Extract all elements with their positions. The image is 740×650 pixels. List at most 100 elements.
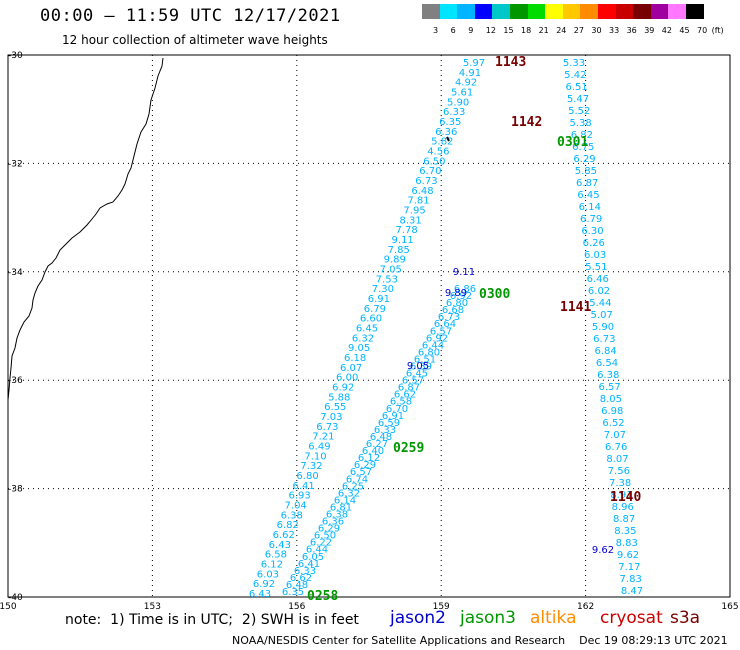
- swh-label-track-c: 6.22: [310, 538, 332, 549]
- swh-label-track-a: 9.62: [617, 550, 639, 561]
- swh-label-track-b: 7.04: [285, 501, 307, 512]
- credit-line: NOAA/NESDIS Center for Satellite Applica…: [232, 634, 728, 647]
- pass-time-label: 1142: [511, 115, 542, 130]
- swh-label-track-c: 6.92: [450, 291, 472, 302]
- swh-label-track-a: 6.14: [579, 202, 601, 213]
- swh-label-track-b: 6.50: [423, 156, 445, 167]
- swh-label-highlight: 9.62: [592, 545, 614, 556]
- swh-label-track-b: 7.78: [395, 225, 417, 236]
- footer-note: note: 1) Time is in UTC; 2) SWH is in fe…: [65, 612, 359, 628]
- swh-label-track-c: 6.73: [438, 312, 460, 323]
- swh-label-track-b: 8.31: [399, 215, 421, 226]
- swh-label-track-c: 6.86: [454, 284, 476, 295]
- swh-label-track-b: 6.73: [415, 176, 437, 187]
- lon-tick-label: 156: [288, 602, 305, 612]
- swh-label-track-a: 6.46: [587, 274, 609, 285]
- swh-label-track-b: 5.88: [328, 392, 350, 403]
- swh-label-track-b: 7.05: [380, 265, 402, 276]
- swh-label-track-a: 6.38: [597, 370, 619, 381]
- swh-label-track-a: 6.76: [605, 442, 627, 453]
- swh-label-track-c: 6.57: [430, 326, 452, 337]
- swh-label-track-a: 6.52: [602, 418, 624, 429]
- swh-label-track-a: 5.85: [575, 166, 597, 177]
- swh-label-track-b: 9.11: [392, 235, 414, 246]
- swh-label-track-b: 5.90: [447, 97, 469, 108]
- swh-label-track-c: 6.27: [366, 439, 388, 450]
- lon-tick-label: 165: [721, 602, 738, 612]
- swh-label-track-c: 6.50: [314, 531, 336, 542]
- swh-label-track-c: 6.40: [362, 446, 384, 457]
- map-title: 00:00 – 11:59 UTC 12/17/2021: [40, 6, 341, 26]
- swh-label-highlight: 9.89: [445, 288, 467, 299]
- pass-time-label: 0259: [393, 441, 424, 456]
- pass-time-label: 0300: [479, 287, 510, 302]
- swh-label-track-c: 6.51: [414, 354, 436, 365]
- swh-label-track-a: 5.38: [569, 118, 591, 129]
- swh-label-track-a: 7.38: [609, 478, 631, 489]
- swh-label-track-c: 6.35: [282, 587, 304, 598]
- swh-label-track-a: 6.87: [576, 178, 598, 189]
- swh-label-track-b: 7.21: [312, 432, 334, 443]
- swh-label-track-a: 5.90: [592, 322, 614, 333]
- swh-label-track-b: 7.53: [376, 274, 398, 285]
- colorbar-swatch: [457, 4, 475, 19]
- swh-label-track-c: 6.14: [334, 495, 356, 506]
- swh-label-track-a: 8.91: [610, 490, 632, 501]
- swh-label-track-b: 6.38: [281, 510, 303, 521]
- pass-time-label: 0301: [557, 135, 588, 150]
- swh-label-track-a: 8.47: [621, 586, 643, 597]
- colorbar-tick-label: 30: [591, 26, 602, 35]
- swh-label-track-c: 6.80: [446, 298, 468, 309]
- swh-label-track-c: 6.57: [402, 376, 424, 387]
- swh-label-track-b: 6.58: [265, 550, 287, 561]
- swh-label-track-a: 8.87: [613, 514, 635, 525]
- swh-label-track-a: 5.44: [589, 298, 611, 309]
- colorbar-swatch: [650, 4, 669, 19]
- colorbar-swatch: [580, 4, 598, 19]
- swh-label-track-b: 6.49: [308, 442, 330, 453]
- swh-label-track-b: 6.32: [352, 333, 374, 344]
- colorbar-unit: (ft): [711, 26, 724, 35]
- swh-label-track-a: 6.02: [588, 286, 610, 297]
- colorbar-tick-label: 27: [573, 26, 584, 35]
- lat-tick-label: -38: [8, 485, 23, 495]
- swh-label-track-b: 5.61: [451, 88, 473, 99]
- swh-label-track-a: 5.07: [591, 310, 613, 321]
- colorbar-swatch: [422, 4, 440, 19]
- swh-label-track-b: 6.92: [332, 383, 354, 394]
- swh-label-track-b: 7.30: [372, 284, 394, 295]
- colorbar-swatch: [492, 4, 510, 19]
- swh-label-track-c: 6.33: [294, 566, 316, 577]
- swh-label-track-c: 6.33: [374, 425, 396, 436]
- swh-label-track-b: 6.36: [435, 127, 457, 138]
- colorbar-tick-label: 9: [468, 26, 474, 35]
- swh-label-track-c: 6.81: [330, 502, 352, 513]
- swh-label-track-c: 6.92: [426, 333, 448, 344]
- colorbar-tick-label: 3: [433, 26, 439, 35]
- swh-label-track-b: 6.18: [344, 353, 366, 364]
- swh-label-track-b: 6.91: [368, 294, 390, 305]
- swh-label-track-b: 6.45: [356, 324, 378, 335]
- swh-label-track-c: 6.36: [322, 517, 344, 528]
- colorbar-tick-label: 33: [609, 26, 620, 35]
- colorbar-tick-label: 70: [697, 26, 708, 35]
- swh-label-track-b: 6.55: [324, 402, 346, 413]
- swh-label-track-a: 8.35: [614, 526, 636, 537]
- pass-time-label: 0258: [307, 589, 338, 604]
- swh-label-track-a: 6.29: [573, 154, 595, 165]
- swh-label-track-b: 6.43: [269, 540, 291, 551]
- colorbar-tick-label: 39: [644, 26, 655, 35]
- swh-label-highlight: 9.05: [407, 361, 429, 372]
- swh-label-track-a: 7.56: [608, 466, 630, 477]
- colorbar-swatch: [527, 4, 546, 19]
- colorbar-swatch: [686, 4, 704, 19]
- swh-label-track-a: 6.73: [593, 334, 615, 345]
- swh-label-track-b: 6.79: [364, 304, 386, 315]
- swh-label-track-a: 6.84: [595, 346, 617, 357]
- swh-label-track-b: 6.33: [443, 107, 465, 118]
- swh-label-track-b: 7.95: [403, 206, 425, 217]
- swh-label-track-b: 4.56: [427, 147, 449, 158]
- swh-label-track-c: 6.91: [382, 411, 404, 422]
- swh-label-track-b: 7.85: [388, 245, 410, 256]
- swh-label-track-b: 4.92: [455, 78, 477, 89]
